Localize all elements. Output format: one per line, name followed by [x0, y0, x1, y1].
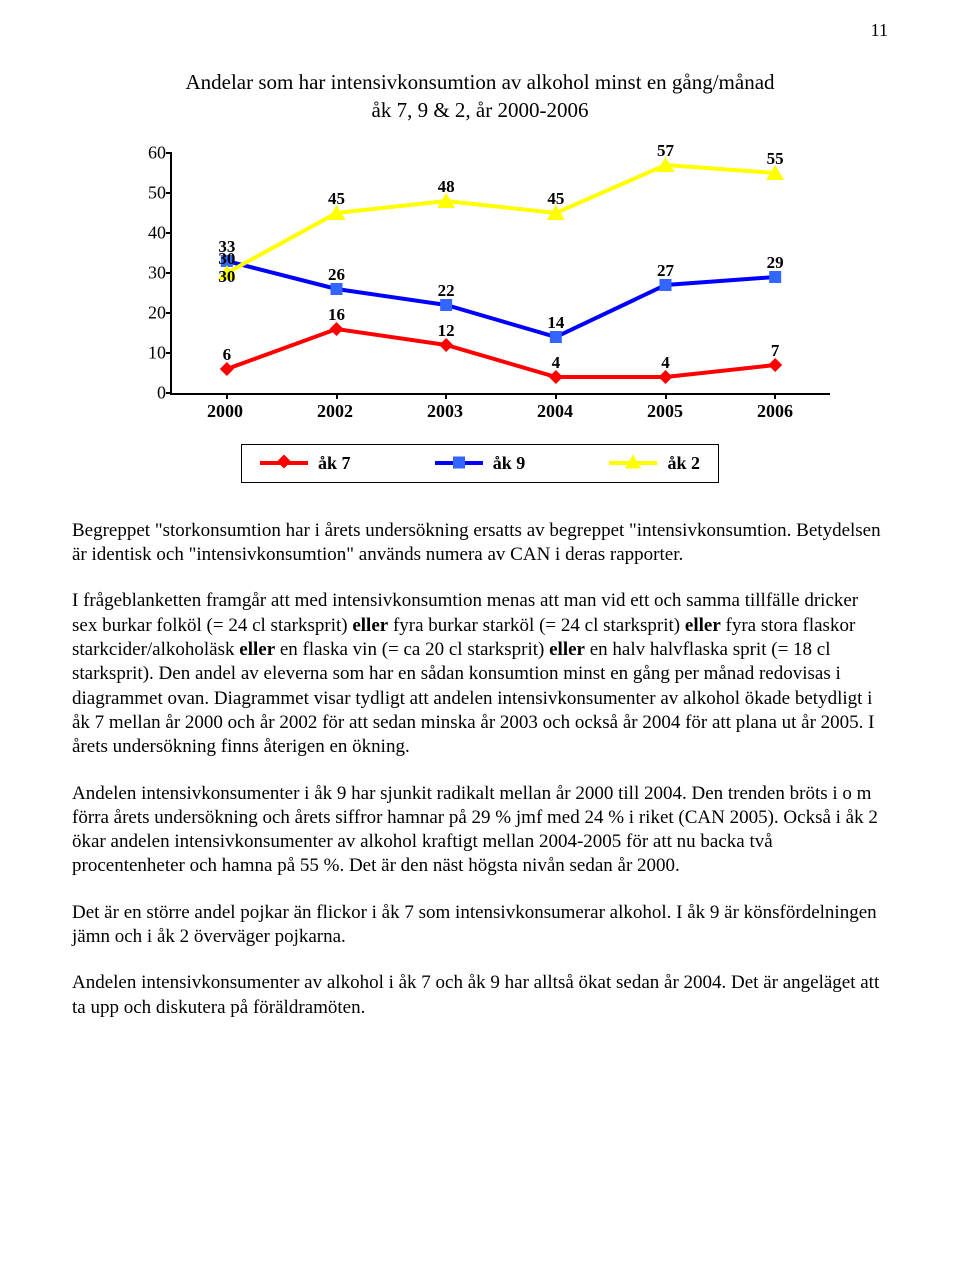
y-tick-label: 0	[132, 382, 166, 403]
data-point-label: 26	[328, 265, 345, 285]
x-tick-label: 2000	[170, 401, 280, 422]
data-point-label: 12	[438, 321, 455, 341]
legend-swatch-ak9	[435, 461, 483, 465]
data-point-label: 45	[328, 189, 345, 209]
data-point-label: 27	[657, 261, 674, 281]
data-point-label: 22	[438, 281, 455, 301]
data-point-label: 7	[771, 341, 780, 361]
data-point-label: 30	[218, 267, 235, 287]
chart-container: 0102030405060616124473326221427293030454…	[130, 153, 830, 483]
data-point-label: 29	[767, 253, 784, 273]
chart-title-line2: åk 7, 9 & 2, år 2000-2006	[372, 98, 589, 122]
paragraph: Det är en större andel pojkar än flickor…	[72, 901, 888, 950]
paragraph: Andelen intensivkonsumenter i åk 9 har s…	[72, 782, 888, 879]
legend-label: åk 9	[493, 453, 526, 474]
y-tick-label: 60	[132, 142, 166, 163]
x-tick-label: 2005	[610, 401, 720, 422]
chart-title-line1: Andelar som har intensivkonsumtion av al…	[185, 70, 774, 94]
body-text: Begreppet "storkonsumtion har i årets un…	[72, 519, 888, 1020]
data-point-label: 55	[767, 149, 784, 169]
y-tick-label: 40	[132, 222, 166, 243]
legend-item-ak2: åk 2	[609, 453, 700, 474]
paragraph: Andelen intensivkonsumenter av alkohol i…	[72, 971, 888, 1020]
x-tick-label: 2004	[500, 401, 610, 422]
chart-legend: åk 7 åk 9 åk 2	[241, 444, 719, 483]
legend-swatch-ak2	[609, 461, 657, 465]
chart-plot-area: 0102030405060616124473326221427293030454…	[170, 153, 830, 395]
y-tick-label: 10	[132, 342, 166, 363]
paragraph: Begreppet "storkonsumtion har i årets un…	[72, 519, 888, 568]
y-tick-label: 50	[132, 182, 166, 203]
chart-x-labels: 200020022003200420052006	[170, 401, 830, 422]
paragraph: I frågeblanketten framgår att med intens…	[72, 589, 888, 759]
data-point-label: 57	[657, 141, 674, 161]
square-icon	[453, 453, 465, 474]
data-point-label: 45	[547, 189, 564, 209]
legend-swatch-ak7	[260, 461, 308, 465]
x-tick-label: 2006	[720, 401, 830, 422]
legend-label: åk 2	[667, 453, 700, 474]
page: 11 Andelar som har intensivkonsumtion av…	[0, 0, 960, 1082]
x-tick-label: 2003	[390, 401, 500, 422]
legend-item-ak7: åk 7	[260, 453, 351, 474]
data-point-label: 48	[438, 177, 455, 197]
y-tick-label: 30	[132, 262, 166, 283]
data-point-label: 4	[661, 353, 670, 373]
chart-title: Andelar som har intensivkonsumtion av al…	[72, 68, 888, 125]
data-point-label: 30	[218, 249, 235, 269]
y-tick-label: 20	[132, 302, 166, 323]
data-point-label: 6	[223, 345, 232, 365]
legend-item-ak9: åk 9	[435, 453, 526, 474]
x-tick-label: 2002	[280, 401, 390, 422]
chart-svg	[172, 153, 830, 393]
page-number: 11	[871, 20, 888, 41]
data-point-label: 4	[552, 353, 561, 373]
legend-label: åk 7	[318, 453, 351, 474]
diamond-icon	[277, 453, 291, 474]
data-point-label: 14	[547, 313, 564, 333]
data-point-label: 16	[328, 305, 345, 325]
triangle-icon	[625, 453, 641, 474]
